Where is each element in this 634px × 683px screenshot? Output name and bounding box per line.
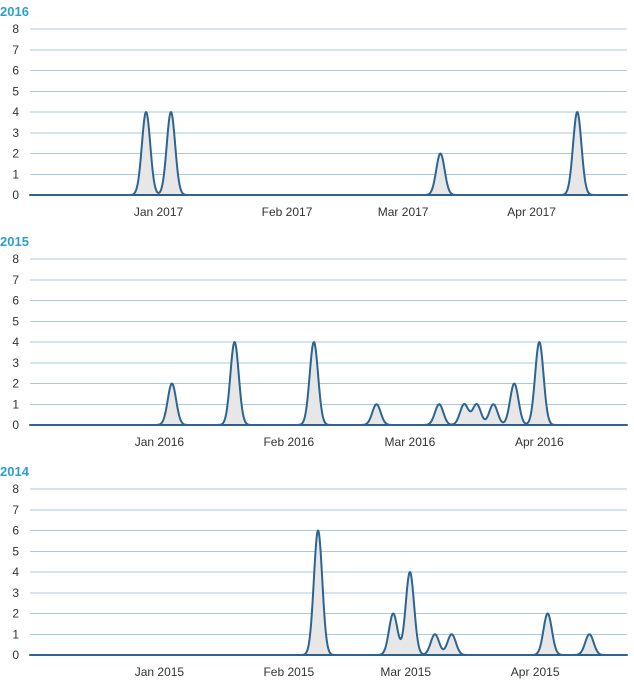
- x-tick-label: Jan 2016: [135, 435, 185, 449]
- series-line: [29, 111, 628, 196]
- y-tick-label: 3: [12, 586, 19, 600]
- y-tick-label: 5: [12, 314, 19, 328]
- y-tick-label: 1: [12, 397, 19, 411]
- chart-title: 2015: [0, 234, 29, 249]
- x-tick-label: Apr 2017: [507, 205, 556, 219]
- x-tick-label: Apr 2016: [515, 435, 564, 449]
- x-tick-label: Feb 2015: [263, 665, 314, 679]
- x-tick-label: Feb 2017: [262, 205, 313, 219]
- y-tick-label: 5: [12, 544, 19, 558]
- series-area-fill: [30, 112, 627, 195]
- x-tick-label: Feb 2016: [263, 435, 314, 449]
- y-tick-label: 0: [12, 188, 19, 202]
- y-tick-label: 2: [12, 377, 19, 391]
- chart-panel-2015: 2015 0 1 2 3 4 5 6 7 8 Jan 2016 Feb 2016 Mar 2016 Ap…: [0, 234, 628, 449]
- y-tick-label: 2: [12, 607, 19, 621]
- y-tick-label: 0: [12, 418, 19, 432]
- y-tick-label: 4: [12, 565, 19, 579]
- x-tick-label: Jan 2017: [134, 205, 184, 219]
- y-tick-label: 2: [12, 147, 19, 161]
- x-tick-label: Mar 2015: [380, 665, 431, 679]
- chart-panel-2014: 2014 0 1 2 3 4 5 6 7 8 Jan 2015 Feb 2015 Mar 2015 Ap…: [0, 464, 628, 679]
- y-tick-label: 8: [12, 482, 19, 496]
- y-tick-label: 4: [12, 105, 19, 119]
- y-tick-label: 5: [12, 84, 19, 98]
- y-tick-label: 6: [12, 294, 19, 308]
- x-tick-label: Mar 2017: [378, 205, 429, 219]
- x-tick-label: Mar 2016: [385, 435, 436, 449]
- y-tick-label: 7: [12, 43, 19, 57]
- y-tick-label: 8: [12, 252, 19, 266]
- y-tick-label: 7: [12, 503, 19, 517]
- y-tick-label: 4: [12, 335, 19, 349]
- series-line: [29, 529, 628, 656]
- y-tick-label: 0: [12, 648, 19, 662]
- y-tick-label: 1: [12, 627, 19, 641]
- y-tick-label: 8: [12, 22, 19, 36]
- y-tick-label: 3: [12, 126, 19, 140]
- chart-title: 2014: [0, 464, 30, 479]
- y-tick-label: 3: [12, 356, 19, 370]
- chart-title: 2016: [0, 4, 29, 19]
- x-tick-label: Apr 2015: [511, 665, 560, 679]
- y-tick-label: 6: [12, 524, 19, 538]
- y-tick-label: 7: [12, 273, 19, 287]
- series-line: [29, 341, 628, 426]
- chart-panel-2016: 2016 0 1 2 3 4 5 6 7 8 Jan 2017 Feb 2017 Mar 2017 Ap…: [0, 4, 628, 219]
- x-tick-label: Jan 2015: [135, 665, 185, 679]
- y-tick-label: 1: [12, 167, 19, 181]
- y-tick-label: 6: [12, 64, 19, 78]
